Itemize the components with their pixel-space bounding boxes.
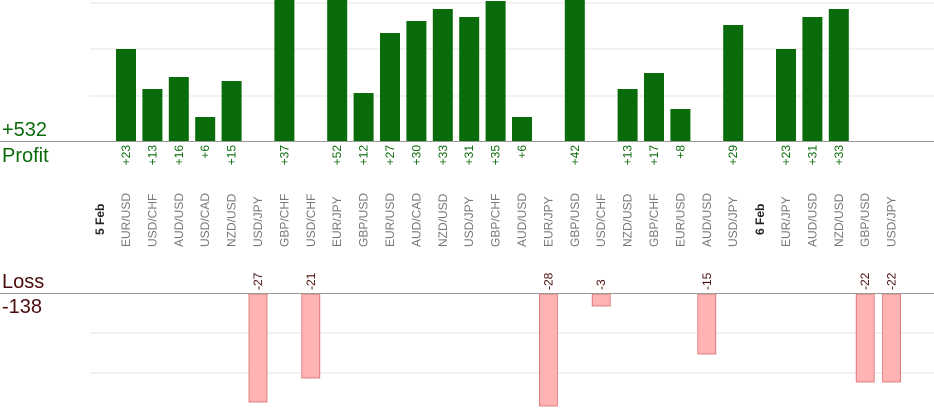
value-label-8: +52	[330, 145, 344, 166]
value-label-18: -3	[594, 279, 608, 290]
value-label-7: -21	[304, 272, 318, 290]
profit-total: +532	[2, 119, 48, 141]
pair-label-25: AUD/USD	[805, 193, 819, 247]
pair-label-19: NZD/USD	[621, 193, 635, 247]
profit-bar-20	[644, 73, 664, 141]
pair-label-17: GBP/USD	[568, 193, 582, 247]
pair-label-9: GBP/USD	[357, 193, 371, 247]
value-label-1: +13	[145, 145, 159, 166]
value-label-27: -22	[858, 272, 872, 290]
pair-label-14: GBP/CHF	[489, 194, 503, 247]
pair-label-1: USD/CHF	[145, 194, 159, 247]
value-label-11: +30	[409, 145, 423, 166]
value-label-20: +17	[647, 145, 661, 166]
profit-bar-1	[142, 89, 163, 141]
value-label-9: +12	[357, 145, 371, 166]
pair-label-10: EUR/USD	[383, 193, 397, 247]
value-label-22: -15	[700, 272, 714, 290]
profit-bar-12	[432, 9, 453, 141]
profit-bar-15	[512, 117, 532, 141]
value-label-25: +31	[805, 145, 819, 166]
value-label-2: +16	[172, 145, 186, 166]
pair-label-0: EUR/USD	[119, 193, 133, 247]
pair-label-26: NZD/USD	[832, 193, 846, 247]
value-label-28: -22	[885, 272, 899, 290]
loss-bar-27	[855, 293, 875, 383]
loss-bar-16	[539, 293, 558, 407]
value-label-0: +23	[119, 145, 133, 166]
profit-bar-24	[776, 49, 796, 141]
loss-bar-7	[301, 293, 321, 379]
value-label-6: +37	[277, 145, 291, 166]
profit-bar-14	[485, 1, 506, 141]
profit-bar-19	[617, 89, 638, 141]
profit-bar-25	[802, 17, 823, 141]
profit-label: Profit	[2, 145, 49, 167]
value-labels: +23 +13 +16 +6 +15 -27 +37 -21 +52 +12 +27 +30 +33 +3…	[119, 145, 899, 290]
pair-label-27: GBP/USD	[858, 193, 872, 247]
value-label-13: +31	[462, 145, 476, 166]
value-label-12: +33	[436, 145, 450, 166]
loss-label: Loss	[2, 271, 45, 293]
date-label-0: 5 Feb	[93, 204, 107, 235]
value-label-26: +33	[832, 145, 846, 166]
profit-bar-17	[564, 0, 585, 141]
pair-label-8: EUR/JPY	[330, 196, 344, 247]
profit-bar-0	[116, 49, 136, 141]
value-label-17: +42	[568, 145, 582, 166]
baselines	[0, 141, 934, 294]
pair-label-3: USD/CAD	[198, 193, 212, 247]
loss-total: -138	[2, 296, 43, 318]
pair-label-20: GBP/CHF	[647, 194, 661, 247]
profit-bar-21	[670, 109, 691, 141]
value-label-16: -28	[541, 272, 555, 290]
value-label-21: +8	[673, 145, 687, 159]
value-label-10: +27	[383, 145, 397, 166]
value-label-3: +6	[198, 145, 212, 159]
profit-bar-23	[723, 25, 744, 141]
loss-bar-28	[882, 293, 901, 383]
profit-bar-6	[274, 0, 295, 141]
pair-label-16: EUR/JPY	[541, 196, 555, 247]
loss-bar-22	[697, 293, 717, 355]
pair-label-18: USD/CHF	[594, 194, 608, 247]
date-label-1: 6 Feb	[753, 204, 767, 235]
pair-label-13: USD/JPY	[462, 196, 476, 247]
pair-label-24: EUR/JPY	[779, 196, 793, 247]
pair-label-2: AUD/USD	[172, 193, 186, 247]
pair-labels: EUR/USD USD/CHF AUD/USD USD/CAD NZD/USD USD/J…	[119, 193, 899, 247]
value-label-23: +29	[726, 145, 740, 166]
pair-label-22: AUD/USD	[700, 193, 714, 247]
loss-bar-5	[248, 293, 268, 403]
pair-label-23: USD/JPY	[726, 196, 740, 247]
pair-label-21: EUR/USD	[673, 193, 687, 247]
date-labels: 5 Feb 6 Feb	[93, 204, 767, 235]
value-label-15: +6	[515, 145, 529, 159]
pair-label-6: GBP/CHF	[277, 194, 291, 247]
profit-bar-13	[459, 17, 480, 141]
value-label-5: -27	[251, 272, 265, 290]
profit-bar-2	[168, 77, 189, 141]
loss-bar-18	[591, 293, 611, 307]
pair-label-11: AUD/CAD	[409, 193, 423, 247]
profit-bar-10	[380, 33, 400, 141]
pair-label-4: NZD/USD	[225, 193, 239, 247]
pair-label-7: USD/CHF	[304, 194, 318, 247]
profit-bar-3	[195, 117, 216, 141]
profit-bar-9	[353, 93, 374, 141]
profit-bar-11	[406, 21, 427, 141]
pair-label-5: USD/JPY	[251, 196, 265, 247]
bars	[116, 0, 901, 407]
value-label-24: +23	[779, 145, 793, 166]
profit-bar-8	[327, 0, 348, 141]
value-label-14: +35	[489, 145, 503, 166]
profit-bar-4	[221, 81, 242, 141]
pair-label-15: AUD/USD	[515, 193, 529, 247]
value-label-4: +15	[225, 145, 239, 166]
pair-label-12: NZD/USD	[436, 193, 450, 247]
pair-label-28: USD/JPY	[885, 196, 899, 247]
value-label-19: +13	[621, 145, 635, 166]
profit-bar-26	[828, 9, 849, 141]
